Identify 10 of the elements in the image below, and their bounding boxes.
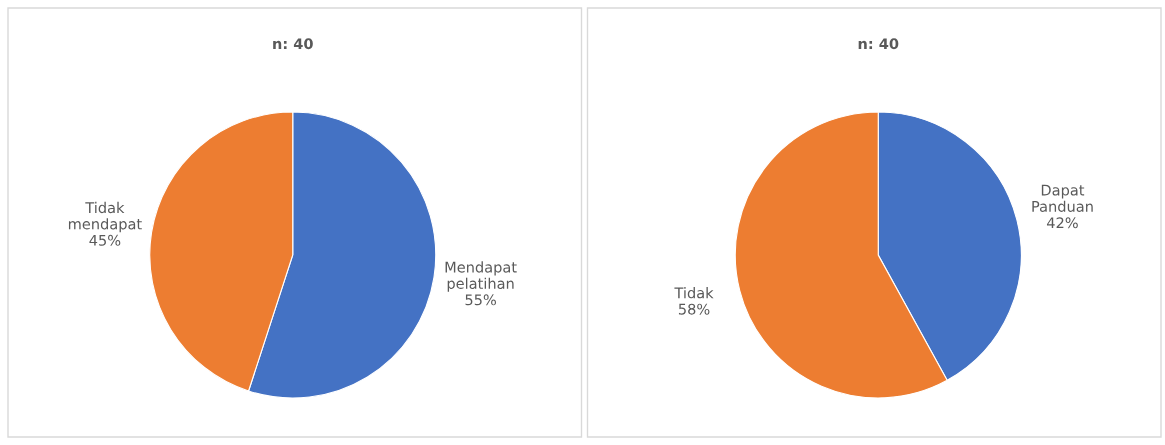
data-label: 58% (678, 303, 710, 315)
slice-label: Mendapat pelatihan (445, 261, 517, 292)
slice-label: Tidak (674, 287, 714, 299)
slice-label: Dapat Panduan (1032, 184, 1093, 212)
chart-title: n: 40 (858, 38, 899, 50)
data-label: 42% (1046, 217, 1078, 229)
slice-label: Tidak mendapat (68, 201, 142, 233)
data-label: 45% (89, 234, 121, 246)
data-label: 55% (465, 294, 496, 306)
chart-title: n: 40 (273, 38, 313, 50)
